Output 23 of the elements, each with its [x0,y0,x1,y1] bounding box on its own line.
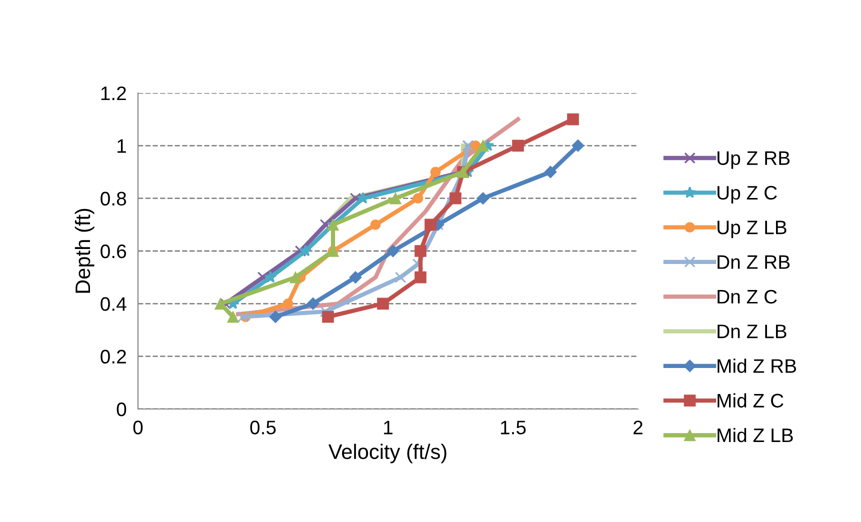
y-tick-label: 0.6 [100,244,126,258]
y-tick-label: 0 [116,402,126,416]
x-tick-label: 2 [634,420,642,434]
legend-label: Dn Z RB [718,255,790,269]
legend-label: Mid Z LB [718,428,793,442]
x-axis-title: Velocity (ft/s) [328,444,446,464]
y-tick-label: 0.4 [100,297,126,311]
legend-label: Up Z C [718,186,777,204]
legend-label: Dn Z C [718,290,777,304]
legend-label: Mid Z C [718,393,784,408]
y-tick-label: 0.2 [100,350,126,364]
x-tick-label: 0.5 [250,420,276,434]
x-tick-label: 1.5 [500,420,526,434]
y-tick-label: 0.8 [100,192,126,206]
legend-label: Mid Z RB [718,358,796,373]
y-tick-label: 1.2 [101,86,126,100]
x-tick-label: 0 [133,420,143,434]
legend-label: Up Z RB [718,151,790,169]
legend-label: Up Z LB [718,220,786,238]
x-tick-label: 1 [384,420,392,434]
y-tick-label: 1 [118,139,126,153]
legend-label: Dn Z LB [718,324,786,338]
y-axis-title: Depth (ft) [74,208,94,293]
